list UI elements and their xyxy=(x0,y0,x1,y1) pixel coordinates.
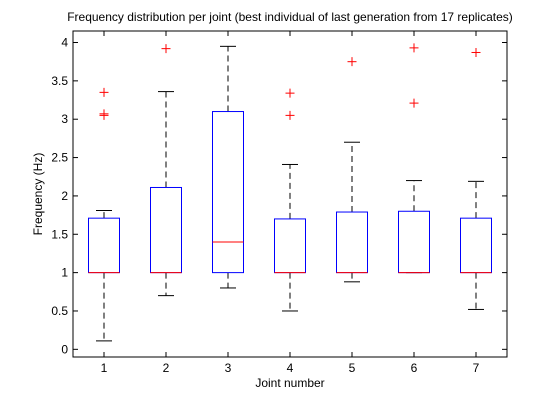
box-joint-4 xyxy=(274,88,306,312)
x-tick-label: 3 xyxy=(225,361,232,375)
y-axis-title: Frequency (Hz) xyxy=(31,153,45,236)
box-joint-3 xyxy=(212,45,244,289)
outlier-marker xyxy=(99,110,109,120)
box-joint-5 xyxy=(336,57,368,283)
x-tick-label: 2 xyxy=(163,361,170,375)
x-tick-label: 4 xyxy=(287,361,294,375)
outlier-marker xyxy=(285,110,295,120)
outlier-marker xyxy=(347,57,357,67)
box-joint-7 xyxy=(460,47,492,310)
y-tick-label: 1.5 xyxy=(51,227,68,241)
box-joint-6 xyxy=(398,43,430,274)
x-tick-label: 6 xyxy=(411,361,418,375)
x-tick-label: 7 xyxy=(473,361,480,375)
outlier-marker xyxy=(471,47,481,57)
y-tick-label: 3 xyxy=(61,112,68,126)
chart-title: Frequency distribution per joint (best i… xyxy=(67,10,513,24)
y-tick-label: 0.5 xyxy=(51,304,68,318)
y-tick-label: 2.5 xyxy=(51,151,68,165)
outlier-marker xyxy=(99,87,109,97)
x-axis-title: Joint number xyxy=(255,376,324,390)
outlier-marker xyxy=(409,98,419,108)
box-joint-2 xyxy=(150,44,182,297)
y-tick-label: 2 xyxy=(61,189,68,203)
y-tick-label: 3.5 xyxy=(51,74,68,88)
outlier-marker xyxy=(161,44,171,54)
x-axis: 1 2 3 4 5 6 7 xyxy=(101,31,480,375)
y-tick-label: 1 xyxy=(61,266,68,280)
box-joint-1 xyxy=(88,87,120,342)
outlier-marker xyxy=(409,43,419,53)
box-series xyxy=(88,43,492,342)
y-tick-label: 4 xyxy=(61,36,68,50)
x-tick-label: 1 xyxy=(101,361,108,375)
y-axis: 0 0.5 1 1.5 2 2.5 3 3.5 4 xyxy=(51,36,507,356)
iqr-box xyxy=(212,111,244,274)
outlier-marker xyxy=(285,88,295,98)
x-tick-label: 5 xyxy=(349,361,356,375)
y-tick-label: 0 xyxy=(61,342,68,356)
